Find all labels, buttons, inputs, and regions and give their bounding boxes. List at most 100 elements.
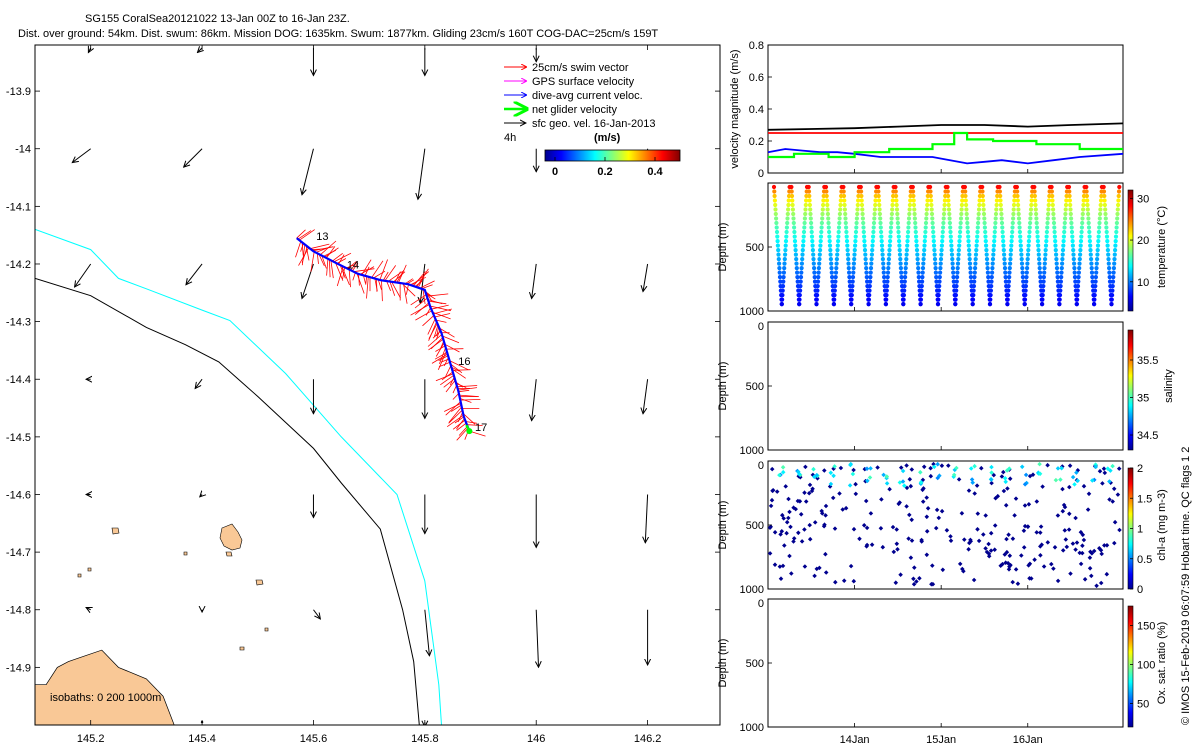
temperature-dot: [1051, 207, 1056, 212]
temperature-dot: [869, 252, 875, 257]
chla-dot: [832, 464, 837, 469]
temperature-dot: [820, 216, 825, 221]
temperature-dot: [907, 207, 912, 212]
temperature-dot: [871, 225, 876, 230]
temperature-axes: 500 1000: [740, 242, 1029, 318]
temperature-dot: [861, 225, 866, 230]
temperature-dot: [774, 229, 780, 235]
chla-dot: [868, 511, 874, 516]
temperature-dot: [910, 184, 915, 190]
temperature-dot: [880, 257, 886, 262]
temperature-dot: [887, 252, 892, 257]
temperature-dot: [1090, 275, 1095, 280]
island-reef: [255, 579, 264, 586]
temperature-dot: [975, 229, 980, 235]
y-tick-label: 0: [758, 598, 764, 610]
colorbar-tick-label: 0: [1137, 584, 1143, 596]
velocity-panel: 0 0.2 0.4 0.6 0.8 velocity magnitude (m/s): [729, 40, 1124, 180]
temperature-dot: [814, 297, 819, 302]
chla-dot: [879, 497, 884, 502]
temperature-dot: [946, 207, 952, 212]
temperature-dot: [977, 193, 983, 199]
velocity-series-sfc-geo: [767, 122, 1124, 131]
temperature-dot: [991, 248, 996, 253]
swim-vector: [450, 363, 463, 374]
temperature-dot: [897, 248, 902, 253]
chla-dot: [1074, 540, 1080, 545]
y-tick-label: 0: [758, 321, 764, 333]
swim-vector: [460, 399, 481, 401]
swim-vectors: [295, 229, 486, 441]
temperature-dot: [905, 239, 910, 244]
temperature-dot: [1036, 243, 1041, 248]
salinity-colorbar: [1127, 329, 1134, 451]
temperature-dot: [801, 229, 807, 235]
temperature-dot: [1116, 193, 1121, 199]
temperature-dot: [1023, 288, 1028, 293]
temperature-dot: [1084, 189, 1089, 194]
temperature-dot: [1061, 243, 1066, 248]
temperature-dot: [1102, 202, 1107, 208]
chla-dot: [802, 490, 807, 495]
temperature-dot: [1011, 202, 1017, 208]
temperature-dot: [1086, 225, 1092, 230]
temperature-dot: [919, 288, 924, 293]
y-tick-label: -14.3: [6, 317, 31, 329]
temperature-dot: [949, 239, 954, 244]
swim-vector: [310, 251, 315, 272]
chla-dot: [1038, 530, 1043, 535]
temperature-dot: [1062, 229, 1067, 235]
chla-dot: [796, 469, 801, 475]
temperature-dot: [888, 234, 893, 239]
temperature-dot: [846, 261, 851, 266]
temperature-dot: [901, 297, 906, 302]
temperature-dot: [1075, 293, 1080, 298]
temperature-dot: [830, 275, 835, 280]
temperature-dot: [812, 279, 818, 284]
temperature-dot: [977, 198, 982, 203]
temperature-dot: [831, 302, 837, 307]
speed-colorbar-ticks: 0 0.2 0.4: [552, 157, 664, 178]
temperature-dot: [1071, 252, 1076, 257]
temperature-dot: [998, 198, 1003, 203]
temperature-dot: [1044, 234, 1049, 239]
swim-vector: [336, 266, 344, 287]
temperature-dot: [916, 270, 921, 275]
temperature-dot: [816, 270, 821, 275]
chla-dot: [902, 483, 907, 488]
temperature-dot: [1009, 243, 1014, 248]
temperature-dot: [919, 293, 924, 298]
temperature-dot: [1078, 248, 1083, 253]
temperature-dot: [1057, 302, 1062, 307]
chla-colorbar-ticks: 2 1.5 1 0.5 0: [1130, 463, 1152, 596]
y-tick-label: -14.7: [6, 547, 31, 559]
temperature-dot: [1027, 225, 1032, 230]
temperature-dot: [1016, 202, 1021, 208]
chla-dot: [986, 541, 991, 547]
temperature-dot: [1058, 288, 1063, 293]
swim-vector: [427, 333, 443, 347]
temperature-dot: [980, 189, 985, 194]
temperature-dot: [887, 248, 892, 253]
temperature-dot: [803, 207, 808, 212]
temperature-dot: [1117, 184, 1122, 190]
geo-velocity-vector: [72, 148, 91, 163]
temperature-dot: [781, 270, 787, 275]
temperature-dot: [921, 257, 926, 262]
temperature-dot: [850, 279, 855, 284]
temperature-dot: [1050, 202, 1055, 208]
temperature-dot: [1094, 261, 1099, 266]
chla-dot: [1063, 537, 1069, 542]
temperature-dot: [999, 211, 1004, 217]
temperature-dot: [1067, 198, 1072, 203]
temperature-dot: [968, 266, 973, 271]
y-tick-label: 500: [746, 520, 764, 532]
chla-dot: [940, 567, 946, 573]
temperature-dot: [1019, 261, 1025, 266]
colorbar-tick-label: 1.5: [1137, 493, 1152, 505]
temperature-dot: [974, 243, 979, 248]
temperature-dot: [792, 239, 798, 244]
temperature-dot: [1000, 234, 1006, 239]
temperature-dot: [901, 302, 906, 307]
temperature-dot: [984, 248, 989, 253]
